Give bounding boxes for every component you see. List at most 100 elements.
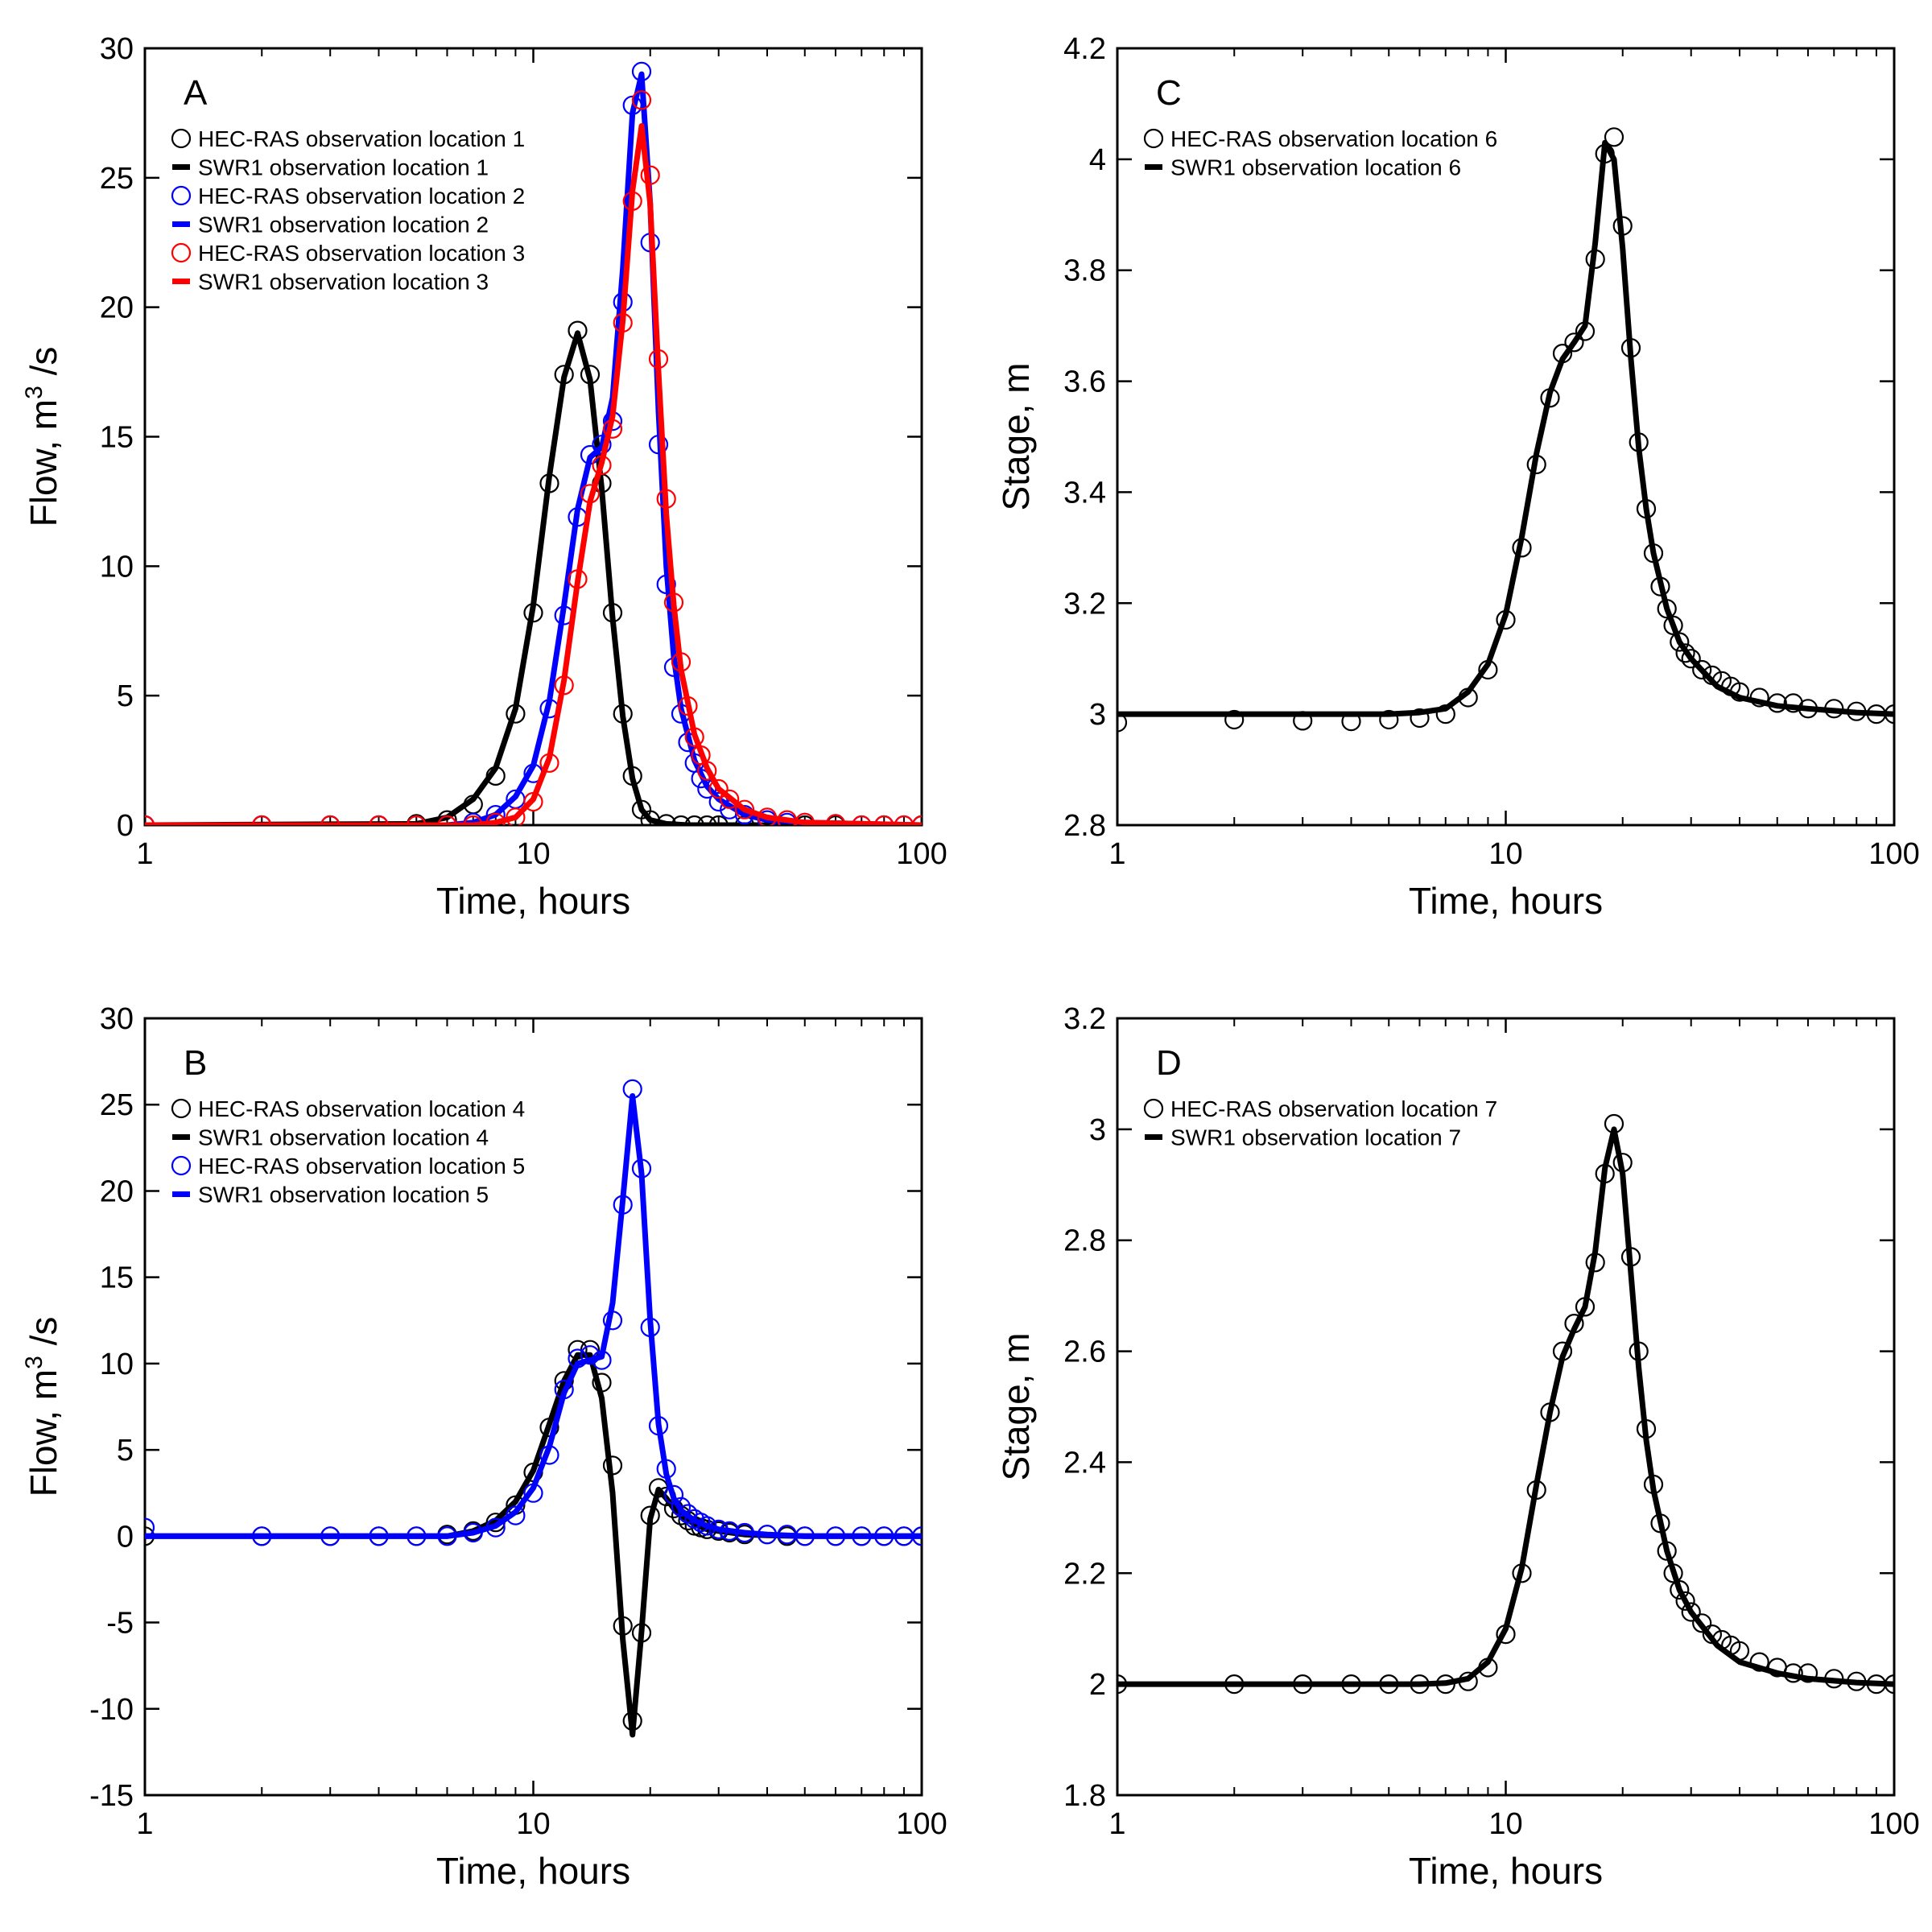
- y-tick-label: 15: [100, 421, 134, 455]
- data-point-hec-ras-observation-location-6: [1410, 708, 1430, 729]
- panel-letter: B: [184, 1043, 207, 1083]
- y-tick-label: 3.2: [1063, 1002, 1106, 1036]
- y-tick-label: 2.8: [1063, 1224, 1106, 1258]
- y-tick-label: 0: [117, 809, 134, 843]
- y-axis-title: Flow, m3 /s: [21, 347, 64, 527]
- legend-label: SWR1 observation location 2: [198, 213, 489, 237]
- data-point-hec-ras-observation-location-6: [1663, 615, 1683, 636]
- legend-label: SWR1 observation location 3: [198, 270, 489, 295]
- plot-area: [1117, 127, 1894, 733]
- y-tick-label: 30: [100, 1002, 134, 1036]
- data-point-hec-ras-observation-location-3: [463, 815, 483, 825]
- y-tick-label: 2: [1089, 1668, 1106, 1702]
- x-tick-label: 100: [1868, 837, 1919, 871]
- y-tick-label: 10: [100, 1348, 134, 1381]
- legend-marker-swatch: [171, 1098, 192, 1119]
- x-tick-label: 10: [516, 837, 550, 871]
- legend-marker-swatch: [1143, 1098, 1164, 1119]
- y-tick-label: 2.4: [1063, 1446, 1106, 1480]
- x-tick-label: 1: [136, 837, 153, 871]
- data-point-hec-ras-observation-location-3: [252, 815, 272, 825]
- data-point-hec-ras-observation-location-7: [1692, 1613, 1712, 1633]
- legend-label: HEC-RAS observation location 7: [1170, 1096, 1497, 1121]
- legend-label: HEC-RAS observation location 4: [198, 1096, 525, 1121]
- y-tick-label: -15: [89, 1779, 134, 1813]
- y-axis-title-main: Stage, m: [995, 1332, 1037, 1480]
- data-point-hec-ras-observation-location-6: [1379, 709, 1399, 730]
- y-tick-label: 3.8: [1063, 254, 1106, 288]
- x-tick-label: 10: [1488, 1807, 1522, 1841]
- y-tick-label: 2.8: [1063, 809, 1106, 843]
- y-axis-title-superscript: 3: [21, 1356, 47, 1369]
- y-tick-label: 25: [100, 1088, 134, 1122]
- data-point-hec-ras-observation-location-6: [1675, 643, 1695, 663]
- data-point-hec-ras-observation-location-1: [671, 815, 691, 825]
- data-point-hec-ras-observation-location-6: [1692, 659, 1712, 680]
- y-tick-label: 20: [100, 291, 134, 325]
- data-point-hec-ras-observation-location-3: [437, 815, 457, 825]
- y-tick-label: 1.8: [1063, 1779, 1106, 1813]
- y-tick-label: 15: [100, 1261, 134, 1295]
- y-tick-label: 10: [100, 550, 134, 584]
- data-point-hec-ras-observation-location-3: [708, 778, 729, 799]
- data-point-hec-ras-observation-location-5: [145, 1517, 155, 1538]
- data-point-hec-ras-observation-location-6: [1681, 649, 1701, 669]
- data-point-hec-ras-observation-location-3: [631, 90, 652, 110]
- legend: HEC-RAS observation location 7 SWR1 obser…: [1143, 1096, 1497, 1150]
- y-tick-label: 5: [117, 1434, 134, 1468]
- x-tick-label: 100: [896, 1807, 947, 1841]
- panel-b-flow-chart: 1 10 100 -15 -10 -5 0 5 10 15 20 25 30 Time, hours Flo…: [21, 1002, 947, 1892]
- y-tick-label: 3.4: [1063, 476, 1106, 510]
- legend-label: HEC-RAS observation location 1: [198, 126, 525, 151]
- legend-label: SWR1 observation location 4: [198, 1125, 489, 1150]
- legend-marker-swatch: [171, 185, 192, 206]
- series-line-swr1-observation-location-3: [145, 123, 922, 825]
- y-tick-label: 3: [1089, 1113, 1106, 1147]
- data-point-hec-ras-observation-location-6: [1564, 332, 1584, 353]
- data-point-hec-ras-observation-location-1: [708, 815, 729, 825]
- series-line-swr1-observation-location-6: [1117, 139, 1894, 717]
- data-point-hec-ras-observation-location-3: [407, 815, 427, 825]
- y-tick-label: 0: [117, 1520, 134, 1554]
- plot-area: [145, 61, 922, 825]
- y-tick-label: 2.6: [1063, 1335, 1106, 1369]
- y-tick-label: 4.2: [1063, 32, 1106, 66]
- data-point-hec-ras-observation-location-5: [671, 1496, 691, 1517]
- plot-area: [1117, 1113, 1894, 1695]
- x-axis-title: Time, hours: [436, 880, 630, 922]
- series-line-swr1-observation-location-2: [145, 71, 922, 825]
- y-axis-title: Stage, m: [995, 362, 1037, 510]
- y-tick-label: 5: [117, 679, 134, 713]
- plot-area: [145, 1079, 922, 1738]
- x-tick-label: 100: [896, 837, 947, 871]
- y-tick-label: -5: [106, 1607, 134, 1641]
- legend-label: HEC-RAS observation location 6: [1170, 126, 1497, 151]
- legend-label: HEC-RAS observation location 5: [198, 1154, 525, 1179]
- x-tick-label: 100: [1868, 1807, 1919, 1841]
- x-tick-label: 10: [1488, 837, 1522, 871]
- data-point-hec-ras-observation-location-7: [1675, 1591, 1695, 1611]
- y-tick-label: 30: [100, 32, 134, 66]
- panel-d-stage-chart: 1 10 100 1.8 2 2.2 2.4 2.6 2.8 3 3.2 Time, hours Sta…: [995, 1002, 1920, 1892]
- y-tick-label: 25: [100, 162, 134, 196]
- y-tick-label: 3.6: [1063, 365, 1106, 399]
- y-axis-title: Flow, m3 /s: [21, 1317, 64, 1497]
- panel-c-stage-chart: 1 10 100 2.8 3 3.2 3.4 3.6 3.8 4 4.2 Time, hours Sta…: [995, 32, 1920, 922]
- legend-label: SWR1 observation location 6: [1170, 155, 1461, 180]
- y-tick-label: 4: [1089, 143, 1106, 177]
- x-axis-title: Time, hours: [1409, 1850, 1603, 1892]
- data-point-hec-ras-observation-location-3: [894, 815, 914, 825]
- y-axis-title-superscript: 3: [21, 386, 47, 399]
- data-point-hec-ras-observation-location-3: [320, 815, 341, 825]
- data-point-hec-ras-observation-location-7: [1681, 1602, 1701, 1622]
- y-tick-label: 3: [1089, 698, 1106, 732]
- data-point-hec-ras-observation-location-3: [734, 799, 755, 819]
- y-tick-label: 2.2: [1063, 1557, 1106, 1591]
- x-tick-label: 1: [136, 1807, 153, 1841]
- data-point-hec-ras-observation-location-7: [1749, 1652, 1769, 1672]
- y-tick-label: 20: [100, 1174, 134, 1208]
- x-axis-title: Time, hours: [436, 1850, 630, 1892]
- panel-letter: D: [1156, 1043, 1182, 1083]
- data-point-hec-ras-observation-location-1: [684, 815, 704, 825]
- legend-label: HEC-RAS observation location 3: [198, 241, 525, 266]
